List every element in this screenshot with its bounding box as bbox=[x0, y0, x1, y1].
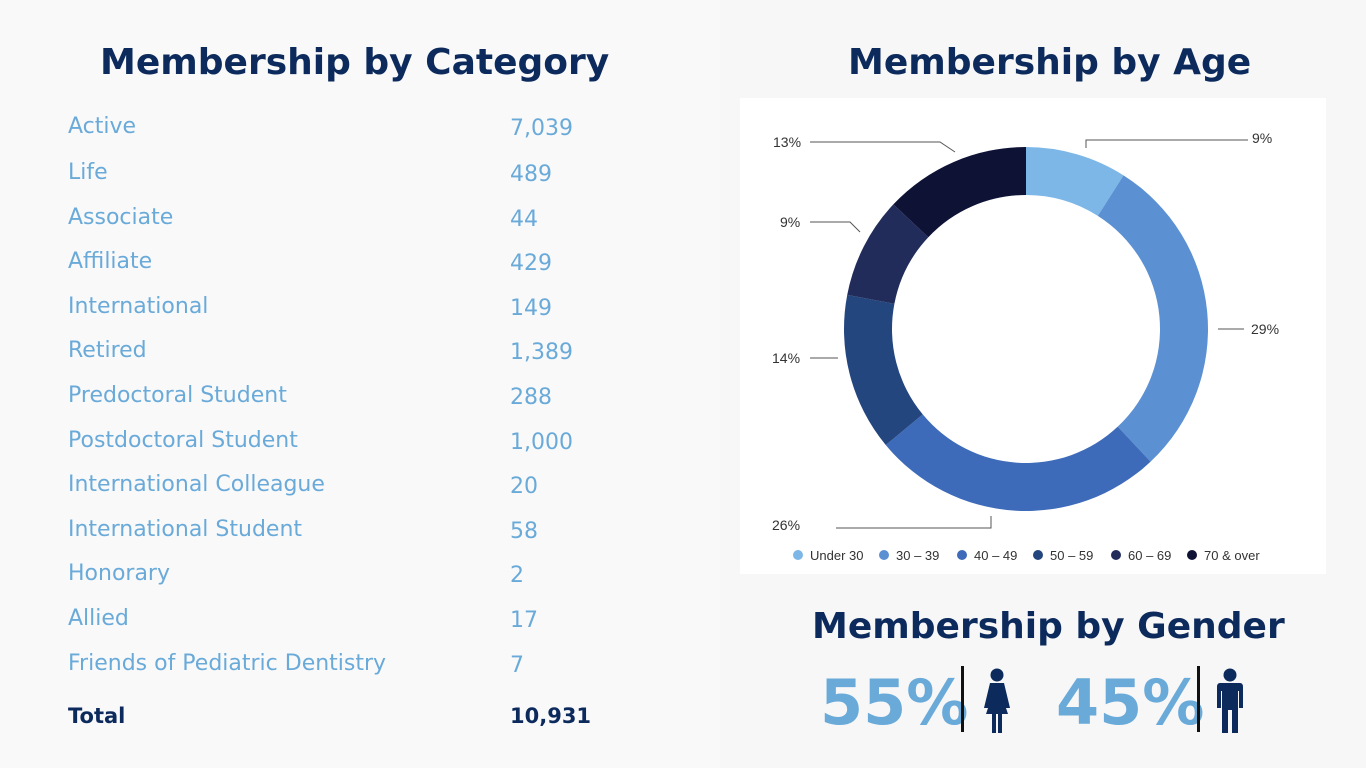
category-value: 44 bbox=[510, 207, 538, 232]
category-value: 429 bbox=[510, 251, 552, 276]
donut-slice bbox=[1026, 147, 1124, 216]
category-label: Honorary bbox=[68, 561, 170, 586]
legend-swatch bbox=[879, 550, 889, 560]
category-row: Friends of Pediatric Dentistry 7 bbox=[68, 651, 628, 681]
category-title: Membership by Category bbox=[100, 42, 610, 83]
category-value: 149 bbox=[510, 296, 552, 321]
gender-title: Membership by Gender bbox=[812, 606, 1285, 647]
category-label: Retired bbox=[68, 338, 147, 363]
category-label: Affiliate bbox=[68, 249, 153, 274]
male-percentage: 45% bbox=[1056, 666, 1205, 739]
slice-leader-line bbox=[1085, 139, 1248, 148]
slice-value-label: 9% bbox=[780, 214, 800, 230]
category-value: 7 bbox=[510, 653, 524, 678]
category-label: Friends of Pediatric Dentistry bbox=[68, 651, 387, 676]
legend-swatch bbox=[957, 550, 967, 560]
slice-leader-line bbox=[836, 516, 992, 529]
category-label: Life bbox=[68, 160, 108, 185]
slice-value-label: 9% bbox=[1252, 130, 1272, 146]
category-value: 58 bbox=[510, 519, 538, 544]
category-row: Retired 1,389 bbox=[68, 338, 628, 368]
category-panel bbox=[0, 0, 680, 768]
category-row: Associate 44 bbox=[68, 205, 628, 235]
age-title: Membership by Age bbox=[848, 42, 1252, 83]
slice-value-label: 13% bbox=[773, 134, 801, 150]
female-percentage: 55% bbox=[820, 666, 969, 739]
legend-swatch bbox=[793, 550, 803, 560]
donut-slice bbox=[844, 294, 923, 446]
legend-swatch bbox=[1033, 550, 1043, 560]
category-value: 1,000 bbox=[510, 430, 573, 455]
slice-value-label: 26% bbox=[772, 517, 800, 533]
legend-label: 50 – 59 bbox=[1050, 548, 1093, 563]
category-row: Honorary 2 bbox=[68, 561, 628, 591]
category-row: International 149 bbox=[68, 294, 628, 324]
slice-value-label: 14% bbox=[772, 350, 800, 366]
male-divider bbox=[1197, 666, 1200, 732]
category-value: 20 bbox=[510, 474, 538, 499]
slice-value-label: 29% bbox=[1251, 321, 1279, 337]
category-label: Associate bbox=[68, 205, 174, 230]
category-label: Postdoctoral Student bbox=[68, 428, 298, 453]
legend-label: 60 – 69 bbox=[1128, 548, 1171, 563]
category-row: Predoctoral Student 288 bbox=[68, 383, 628, 413]
female-divider bbox=[961, 666, 964, 732]
category-row: Postdoctoral Student 1,000 bbox=[68, 428, 628, 458]
category-row: Active 7,039 bbox=[68, 114, 628, 144]
category-row: Allied 17 bbox=[68, 606, 628, 636]
total-row: Total 10,931 bbox=[68, 704, 628, 734]
female-person-icon bbox=[984, 668, 1010, 733]
donut-slice bbox=[1097, 175, 1208, 462]
category-label: Active bbox=[68, 114, 137, 139]
total-label: Total bbox=[68, 704, 126, 728]
total-value: 10,931 bbox=[510, 704, 592, 728]
legend-swatch bbox=[1111, 550, 1121, 560]
male-person-icon bbox=[1217, 668, 1243, 733]
category-label: Allied bbox=[68, 606, 129, 631]
category-row: International Colleague 20 bbox=[68, 472, 628, 502]
slice-leader-line bbox=[810, 141, 956, 153]
category-value: 1,389 bbox=[510, 340, 573, 365]
legend-swatch bbox=[1187, 550, 1197, 560]
legend-label: Under 30 bbox=[810, 548, 863, 563]
donut-slice bbox=[893, 147, 1026, 238]
category-label: International Student bbox=[68, 517, 303, 542]
category-value: 7,039 bbox=[510, 116, 573, 141]
category-label: International Colleague bbox=[68, 472, 325, 497]
legend-label: 30 – 39 bbox=[896, 548, 939, 563]
age-chart-card: 9% 29% 26% 14% 9% 13% Under 30 30 – 39 40 – 49 50… bbox=[740, 98, 1326, 574]
legend-label: 40 – 49 bbox=[974, 548, 1017, 563]
age-donut-chart: 9% 29% 26% 14% 9% 13% Under 30 30 – 39 40 – 49 50… bbox=[772, 130, 1279, 563]
category-value: 2 bbox=[510, 563, 524, 588]
category-row: International Student 58 bbox=[68, 517, 628, 547]
legend-label: 70 & over bbox=[1204, 548, 1260, 563]
category-value: 489 bbox=[510, 162, 552, 187]
category-label: Predoctoral Student bbox=[68, 383, 287, 408]
donut-slice bbox=[847, 204, 929, 304]
donut-slice bbox=[885, 414, 1151, 512]
category-row: Life 489 bbox=[68, 160, 628, 190]
category-row: Affiliate 429 bbox=[68, 249, 628, 279]
category-value: 17 bbox=[510, 608, 538, 633]
category-label: International bbox=[68, 294, 209, 319]
slice-leader-line bbox=[810, 221, 861, 233]
category-value: 288 bbox=[510, 385, 552, 410]
